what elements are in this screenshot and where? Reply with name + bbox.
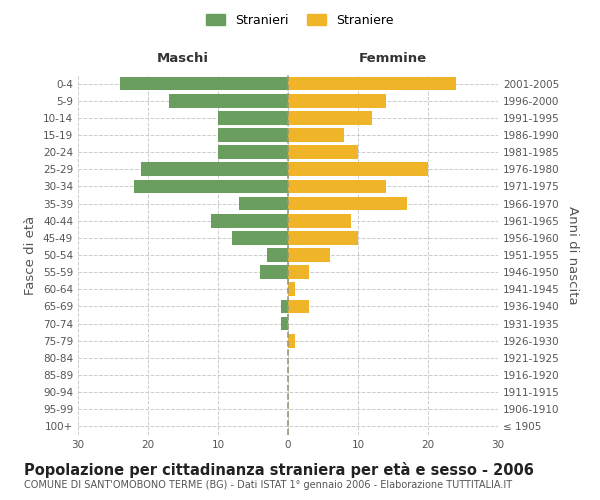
Bar — [281, 300, 288, 314]
Bar — [288, 128, 344, 142]
Bar — [120, 76, 288, 90]
Bar — [232, 231, 288, 244]
Bar — [288, 248, 330, 262]
Bar — [134, 180, 288, 194]
Bar — [288, 196, 407, 210]
Text: Maschi: Maschi — [157, 52, 209, 65]
Bar — [218, 111, 288, 124]
Bar — [211, 214, 288, 228]
Bar — [239, 196, 288, 210]
Bar — [288, 334, 295, 347]
Legend: Stranieri, Straniere: Stranieri, Straniere — [202, 8, 398, 32]
Bar — [288, 76, 456, 90]
Bar — [288, 162, 428, 176]
Bar — [288, 94, 386, 108]
Bar — [218, 146, 288, 159]
Bar — [169, 94, 288, 108]
Bar — [288, 231, 358, 244]
Text: COMUNE DI SANT'OMOBONO TERME (BG) - Dati ISTAT 1° gennaio 2006 - Elaborazione TU: COMUNE DI SANT'OMOBONO TERME (BG) - Dati… — [24, 480, 512, 490]
Bar — [288, 300, 309, 314]
Bar — [267, 248, 288, 262]
Bar — [288, 111, 372, 124]
Text: Popolazione per cittadinanza straniera per età e sesso - 2006: Popolazione per cittadinanza straniera p… — [24, 462, 534, 478]
Y-axis label: Fasce di età: Fasce di età — [25, 216, 37, 294]
Bar — [141, 162, 288, 176]
Bar — [288, 214, 351, 228]
Text: Femmine: Femmine — [359, 52, 427, 65]
Bar — [288, 282, 295, 296]
Bar — [288, 180, 386, 194]
Bar — [288, 266, 309, 279]
Bar — [260, 266, 288, 279]
Y-axis label: Anni di nascita: Anni di nascita — [566, 206, 579, 304]
Bar — [288, 146, 358, 159]
Bar — [218, 128, 288, 142]
Bar — [281, 316, 288, 330]
